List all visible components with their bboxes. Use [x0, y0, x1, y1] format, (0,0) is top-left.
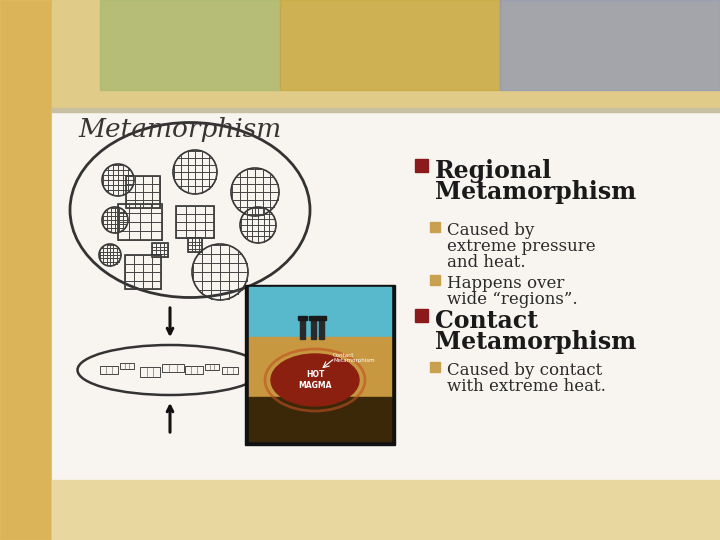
Bar: [300, 319, 305, 339]
Bar: [415, 309, 428, 322]
Text: Happens over: Happens over: [447, 275, 564, 292]
Text: Metamorphism: Metamorphism: [435, 180, 636, 204]
Text: Metamorphism: Metamorphism: [435, 330, 636, 354]
Bar: [430, 222, 440, 232]
Bar: [309, 316, 318, 320]
Bar: [52, 110, 720, 540]
Bar: [185, 366, 203, 374]
Bar: [0, 0, 52, 540]
Bar: [249, 287, 391, 337]
Bar: [311, 319, 316, 339]
Bar: [52, 0, 720, 110]
Bar: [176, 206, 214, 238]
Bar: [140, 367, 160, 377]
Bar: [188, 238, 202, 252]
Bar: [317, 316, 326, 320]
Bar: [319, 319, 324, 339]
Bar: [298, 316, 307, 320]
Bar: [100, 366, 118, 374]
Bar: [280, 0, 500, 90]
Bar: [118, 204, 162, 240]
Text: HOT
MAGMA: HOT MAGMA: [298, 370, 332, 390]
Text: with extreme heat.: with extreme heat.: [447, 378, 606, 395]
Bar: [162, 364, 184, 372]
Bar: [500, 0, 720, 90]
Bar: [100, 0, 280, 90]
Text: Caused by: Caused by: [447, 222, 534, 239]
Text: Contact
Metamorphism: Contact Metamorphism: [333, 353, 374, 363]
Bar: [126, 176, 160, 208]
Bar: [125, 255, 161, 289]
Bar: [249, 397, 391, 441]
Bar: [52, 480, 720, 540]
Text: and heat.: and heat.: [447, 254, 526, 271]
Bar: [415, 159, 428, 172]
Bar: [120, 363, 134, 369]
Text: Regional: Regional: [435, 159, 552, 183]
Text: extreme pressure: extreme pressure: [447, 238, 595, 255]
Bar: [205, 364, 219, 370]
Text: Contact: Contact: [435, 309, 538, 333]
Text: Metamorphism: Metamorphism: [78, 117, 282, 142]
Ellipse shape: [271, 354, 359, 406]
Bar: [52, 108, 720, 112]
Bar: [152, 243, 168, 257]
Bar: [430, 362, 440, 372]
Bar: [222, 367, 238, 374]
Text: wide “regions”.: wide “regions”.: [447, 291, 577, 308]
Bar: [0, 0, 52, 540]
Bar: [245, 285, 395, 445]
Bar: [249, 337, 391, 397]
Text: Caused by contact: Caused by contact: [447, 362, 602, 379]
Bar: [430, 275, 440, 285]
